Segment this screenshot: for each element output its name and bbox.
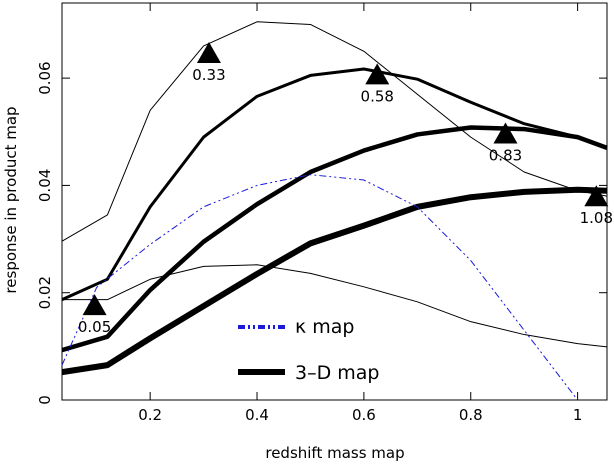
marker: [584, 185, 609, 207]
series-line: [61, 186, 608, 376]
y-tick-label: 0.06: [36, 61, 54, 94]
marker: [196, 41, 221, 63]
series-line: [61, 125, 608, 353]
series-line: [62, 264, 608, 348]
marker: [82, 294, 107, 316]
x-axis-label: redshift mass map: [265, 444, 404, 462]
y-tick-label: 0: [36, 395, 54, 405]
marker-label: 0.33: [192, 66, 225, 84]
x-tick-label: 0.2: [138, 406, 162, 424]
marker: [493, 122, 518, 144]
y-axis-label: response in product map: [2, 106, 20, 293]
legend-label: 3–D map: [295, 362, 379, 384]
x-tick-label: 1: [573, 406, 583, 424]
x-tick-label: 0.6: [352, 406, 376, 424]
marker: [365, 63, 390, 85]
plot-frame: [61, 2, 608, 401]
marker-label: 0.05: [78, 318, 111, 336]
x-tick-label: 0.4: [245, 406, 269, 424]
marker-label: 1.08: [580, 209, 613, 227]
marker-label: 0.58: [361, 87, 394, 105]
marker-label: 0.83: [489, 146, 522, 164]
series-line: [61, 21, 608, 242]
series-line: [61, 67, 608, 302]
x-tick-label: 0.8: [459, 406, 483, 424]
y-tick-label: 0.02: [36, 276, 54, 309]
y-tick-label: 0.04: [36, 169, 54, 202]
series-line: [61, 174, 579, 401]
legend-label: κ map: [295, 316, 354, 338]
